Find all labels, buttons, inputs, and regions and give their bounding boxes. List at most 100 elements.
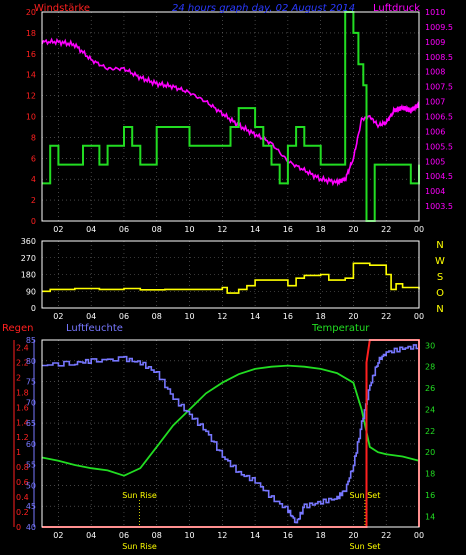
x-tick-label: 06 bbox=[119, 312, 129, 321]
compass-label: N bbox=[436, 304, 443, 315]
x-tick-label: 00 bbox=[414, 531, 424, 540]
temperature-axis-ticks: 14 16 18 20 22 24 26 28 30 bbox=[425, 341, 435, 521]
x-tick-label: 18 bbox=[316, 531, 326, 540]
humidity-tick-label: 50 bbox=[26, 481, 36, 490]
humidity-axis-ticks: 40 45 50 55 60 65 70 75 80 85 bbox=[26, 336, 36, 532]
x-tick-label: 06 bbox=[119, 225, 129, 234]
compass-label: O bbox=[436, 288, 444, 299]
temperature-label: Temperatur bbox=[311, 323, 370, 334]
temperature-tick-label: 18 bbox=[425, 470, 435, 479]
wind-tick-label: 0 bbox=[31, 217, 36, 226]
humidity-tick-label: 40 bbox=[26, 523, 36, 532]
x-tick-label: 20 bbox=[348, 531, 358, 540]
x-tick-label: 10 bbox=[184, 531, 194, 540]
panel2-series bbox=[42, 262, 420, 294]
panel2-frame bbox=[41, 240, 420, 309]
x-tick-label: 16 bbox=[283, 531, 293, 540]
wind-direction-line bbox=[42, 262, 420, 294]
x-tick-label: 22 bbox=[381, 531, 391, 540]
wind-axis-ticks: 0 2 4 6 8 10 12 14 16 18 20 bbox=[26, 8, 36, 226]
x-tick-label: 02 bbox=[53, 312, 63, 321]
x-tick-label: 04 bbox=[86, 225, 96, 234]
temperature-tick-label: 20 bbox=[425, 448, 435, 457]
x-tick-label: 14 bbox=[250, 225, 260, 234]
pressure-tick-label: 1006 bbox=[425, 127, 445, 136]
x-tick-label: 08 bbox=[152, 225, 162, 234]
humidity-tick-label: 85 bbox=[26, 336, 36, 345]
pressure-tick-label: 1008.5 bbox=[425, 53, 453, 62]
wind-label: Windstärke bbox=[34, 3, 90, 14]
humidity-label: Luftfeuchte bbox=[66, 323, 123, 334]
rain-tick-label: 0.6 bbox=[16, 478, 29, 487]
humidity-tick-label: 45 bbox=[26, 502, 36, 511]
rain-tick-label: 2 bbox=[16, 373, 21, 382]
rain-tick-label: 0.8 bbox=[16, 463, 29, 472]
panel2-grid bbox=[42, 241, 420, 308]
pressure-tick-label: 1009 bbox=[425, 38, 445, 47]
rain-label: Regen bbox=[2, 323, 34, 334]
wind-tick-label: 12 bbox=[26, 92, 36, 101]
x-tick-label: 18 bbox=[316, 225, 326, 234]
sunset-label: Sun Set bbox=[349, 491, 380, 500]
x-tick-label: 00 bbox=[414, 225, 424, 234]
x-tick-label: 20 bbox=[348, 312, 358, 321]
temperature-tick-label: 28 bbox=[425, 363, 435, 372]
rain-humidity-temperature-panel: 0 0.2 0.4 0.6 0.8 1 1.2 1.4 1.6 1.8 2 2.2 2.4 40 45 50… bbox=[2, 323, 435, 551]
panel1-series bbox=[41, 11, 420, 222]
x-tick-label: 06 bbox=[119, 531, 129, 540]
wind-tick-label: 10 bbox=[26, 113, 36, 122]
pressure-tick-label: 1009.5 bbox=[425, 23, 453, 32]
x-tick-label: 10 bbox=[184, 225, 194, 234]
panel3-frame bbox=[41, 339, 420, 528]
rain-tick-label: 1.2 bbox=[16, 433, 29, 442]
rain-tick-label: 0 bbox=[16, 523, 21, 532]
humidity-tick-label: 60 bbox=[26, 440, 36, 449]
wind-tick-label: 14 bbox=[26, 71, 36, 80]
temperature-tick-label: 16 bbox=[425, 491, 435, 500]
wind-line bbox=[42, 11, 420, 222]
x-tick-label: 04 bbox=[86, 531, 96, 540]
temperature-tick-label: 22 bbox=[425, 427, 435, 436]
rain-tick-label: 0.2 bbox=[16, 508, 29, 517]
x-tick-label: 02 bbox=[53, 225, 63, 234]
x-tick-label: 12 bbox=[217, 531, 227, 540]
pressure-tick-label: 1007.5 bbox=[425, 83, 453, 92]
wind-tick-label: 20 bbox=[26, 8, 36, 17]
x-tick-label: 16 bbox=[283, 225, 293, 234]
panel1-frame bbox=[41, 11, 420, 222]
wind-tick-label: 2 bbox=[31, 196, 36, 205]
pressure-tick-label: 1005.5 bbox=[425, 142, 453, 151]
rain-tick-label: 0.4 bbox=[16, 493, 29, 502]
x-tick-label: 08 bbox=[152, 312, 162, 321]
rain-tick-label: 2.2 bbox=[16, 358, 29, 367]
pressure-line bbox=[41, 37, 420, 187]
humidity-tick-label: 80 bbox=[26, 357, 36, 366]
x-tick-label: 22 bbox=[381, 312, 391, 321]
x-tick-label: 04 bbox=[86, 312, 96, 321]
panel3-x-ticks: 02 04 06 08 10 12 14 16 18 20 22 00 bbox=[53, 531, 424, 540]
temperature-line bbox=[41, 364, 420, 477]
temperature-tick-label: 26 bbox=[425, 384, 435, 393]
pressure-tick-label: 1008 bbox=[425, 68, 445, 77]
wind-tick-label: 4 bbox=[31, 175, 36, 184]
compass-label: S bbox=[437, 272, 443, 283]
rain-tick-label: 1.6 bbox=[16, 403, 29, 412]
pressure-axis-ticks: 1003.5 1004 1004.5 1005 1005.5 1006 1006.5 1007… bbox=[425, 8, 453, 211]
pressure-tick-label: 1003.5 bbox=[425, 202, 453, 211]
x-tick-label: 14 bbox=[250, 312, 260, 321]
wind-tick-label: 16 bbox=[26, 50, 36, 59]
direction-tick-label: 90 bbox=[26, 287, 36, 296]
sun-markers: Sun Rise Sun Rise Sun Set Sun Set bbox=[122, 491, 380, 551]
wind-tick-label: 6 bbox=[31, 154, 36, 163]
rain-tick-label: 1.8 bbox=[16, 388, 29, 397]
pressure-tick-label: 1010 bbox=[425, 8, 445, 17]
pressure-tick-label: 1005 bbox=[425, 157, 445, 166]
x-tick-label: 10 bbox=[184, 312, 194, 321]
compass-label: N bbox=[436, 240, 443, 251]
panel1-x-ticks: 02 04 06 08 10 12 14 16 18 20 22 00 bbox=[53, 225, 424, 234]
x-tick-label: 20 bbox=[348, 225, 358, 234]
pressure-tick-label: 1006.5 bbox=[425, 113, 453, 122]
